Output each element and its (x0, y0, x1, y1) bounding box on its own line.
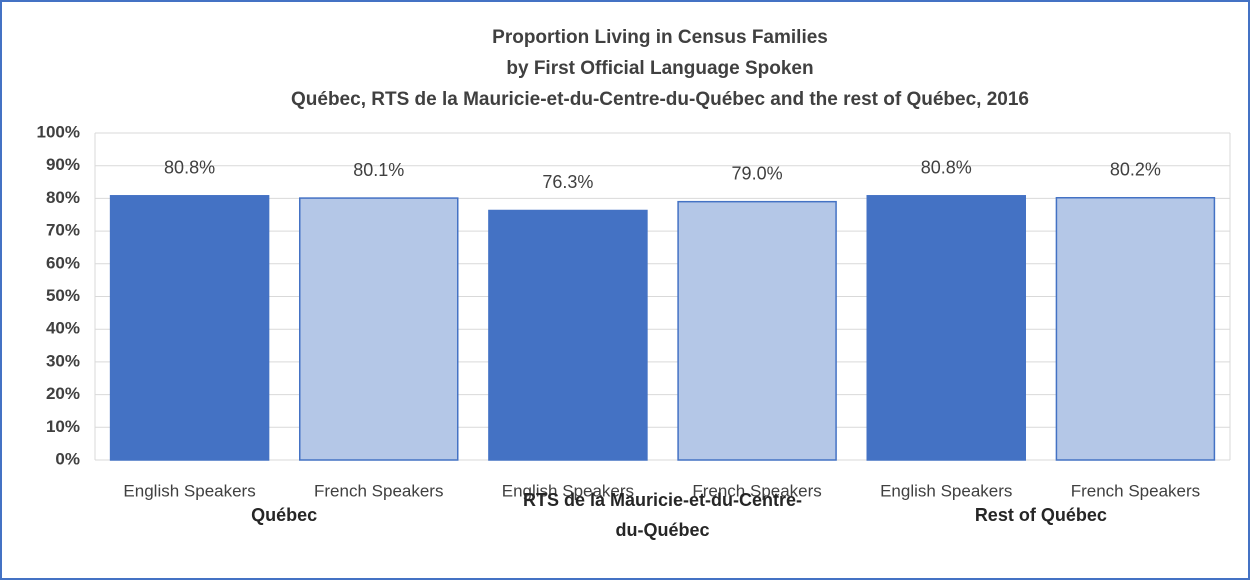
data-label: 79.0% (732, 163, 783, 183)
y-tick-label: 100% (37, 122, 80, 141)
group-label: RTS de la Mauricie-et-du-Centre-du-Québe… (522, 490, 803, 540)
x-tick-label: French Speakers (692, 481, 821, 500)
data-label: 76.3% (542, 172, 593, 192)
data-label: 80.2% (1110, 159, 1161, 179)
y-tick-label: 30% (46, 351, 80, 370)
bar (866, 195, 1026, 461)
group-label: Rest of Québec (974, 505, 1107, 525)
y-tick-label: 10% (46, 417, 80, 436)
y-tick-label: 0% (55, 449, 80, 468)
y-tick-label: 90% (46, 155, 80, 174)
chart-title: by First Official Language Spoken (506, 58, 813, 79)
y-tick-label: 60% (46, 253, 80, 272)
y-tick-label: 70% (46, 221, 80, 240)
bar (677, 200, 837, 461)
group-label: Québec (251, 505, 318, 525)
x-tick-label: English Speakers (502, 481, 634, 500)
x-tick-label: French Speakers (1071, 481, 1200, 500)
bar (488, 209, 648, 461)
chart-title: Proportion Living in Census Families (492, 27, 828, 48)
data-label: 80.1% (353, 160, 404, 180)
y-tick-label: 50% (46, 286, 80, 305)
bar (299, 197, 459, 461)
chart-title: Québec, RTS de la Mauricie-et-du-Centre-… (291, 89, 1029, 110)
bar (109, 195, 270, 461)
y-tick-label: 80% (46, 188, 80, 207)
x-tick-label: English Speakers (123, 481, 255, 500)
bar (1055, 196, 1216, 461)
y-tick-label: 20% (46, 384, 80, 403)
x-tick-label: French Speakers (314, 481, 443, 500)
y-tick-label: 40% (46, 319, 80, 338)
data-label: 80.8% (921, 158, 972, 178)
data-label: 80.8% (164, 158, 215, 178)
x-tick-label: English Speakers (880, 481, 1012, 500)
